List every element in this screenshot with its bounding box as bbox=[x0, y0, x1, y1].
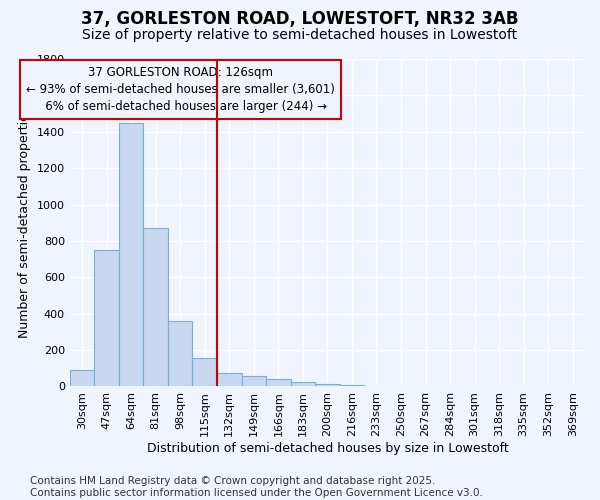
Bar bbox=[94, 250, 119, 386]
Text: Size of property relative to semi-detached houses in Lowestoft: Size of property relative to semi-detach… bbox=[82, 28, 518, 42]
Text: 37, GORLESTON ROAD, LOWESTOFT, NR32 3AB: 37, GORLESTON ROAD, LOWESTOFT, NR32 3AB bbox=[81, 10, 519, 28]
Bar bbox=[119, 122, 143, 386]
Bar bbox=[315, 384, 340, 386]
X-axis label: Distribution of semi-detached houses by size in Lowestoft: Distribution of semi-detached houses by … bbox=[146, 442, 508, 455]
Bar bbox=[340, 384, 364, 386]
Y-axis label: Number of semi-detached properties: Number of semi-detached properties bbox=[18, 107, 31, 338]
Text: 37 GORLESTON ROAD: 126sqm
← 93% of semi-detached houses are smaller (3,601)
   6: 37 GORLESTON ROAD: 126sqm ← 93% of semi-… bbox=[26, 66, 335, 114]
Bar bbox=[290, 382, 315, 386]
Bar bbox=[242, 376, 266, 386]
Bar bbox=[143, 228, 168, 386]
Bar bbox=[70, 370, 94, 386]
Text: Contains HM Land Registry data © Crown copyright and database right 2025.
Contai: Contains HM Land Registry data © Crown c… bbox=[30, 476, 483, 498]
Bar bbox=[193, 358, 217, 386]
Bar bbox=[217, 373, 242, 386]
Bar bbox=[168, 321, 193, 386]
Bar bbox=[266, 379, 290, 386]
